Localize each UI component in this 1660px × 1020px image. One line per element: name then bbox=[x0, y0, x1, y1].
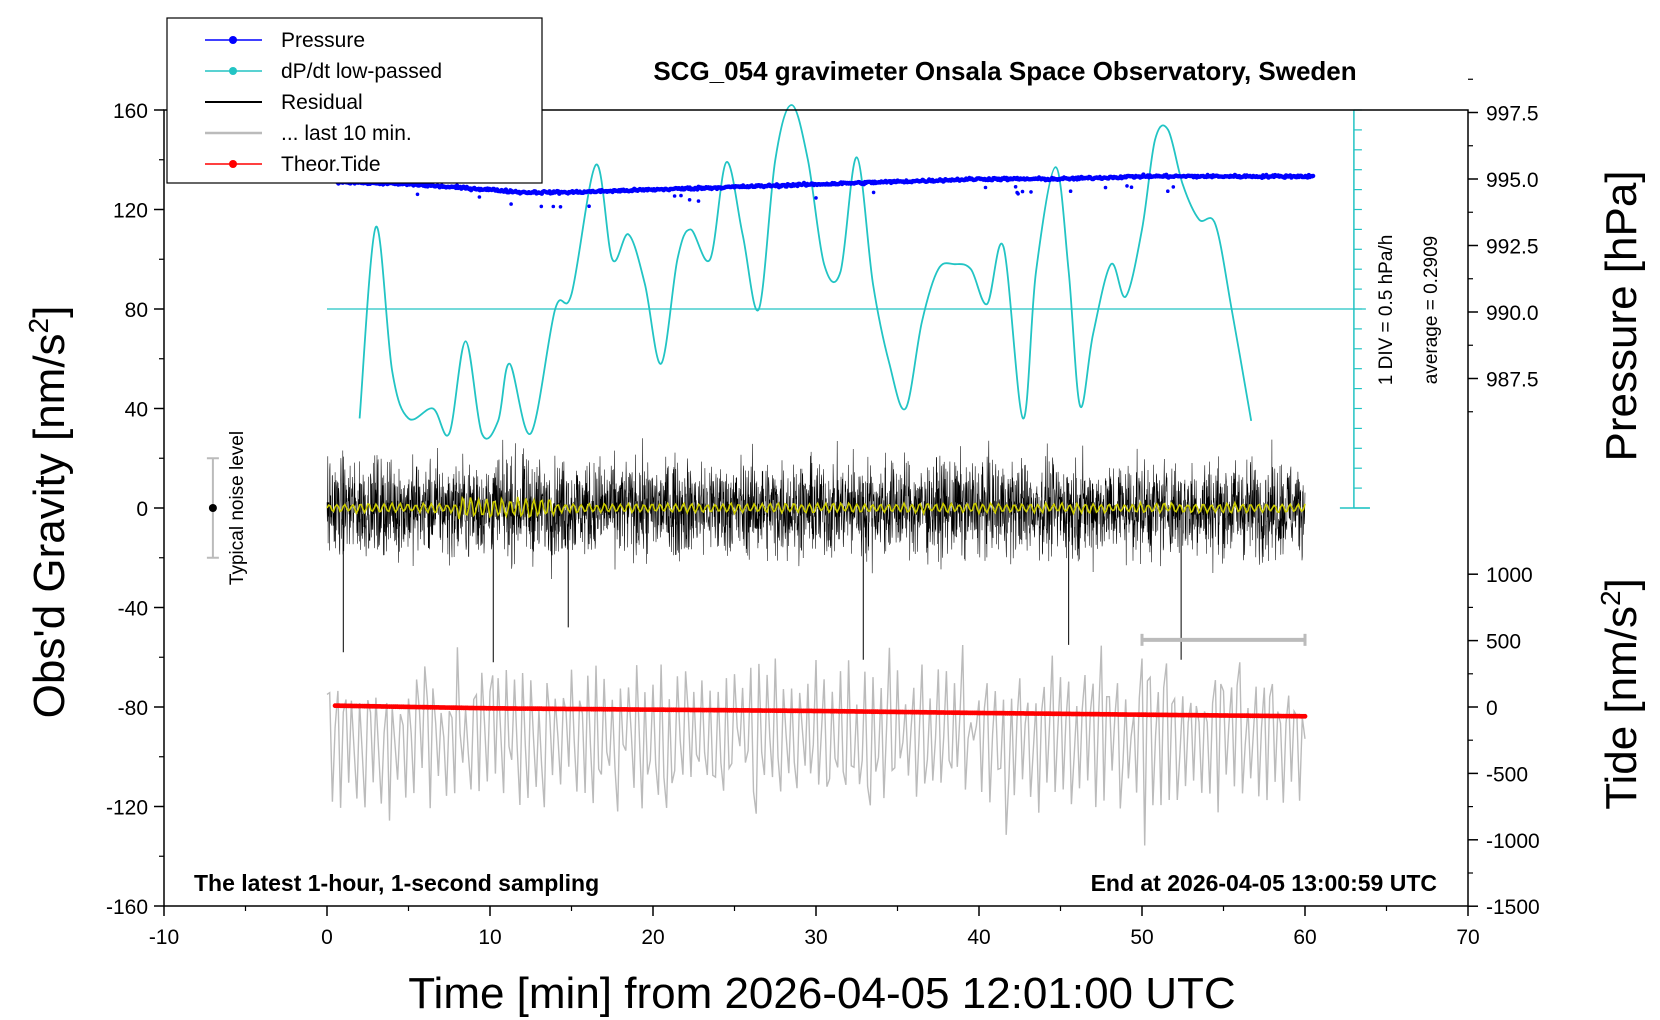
series-residual bbox=[326, 438, 1306, 580]
series-last-10-min bbox=[326, 644, 1306, 846]
pressure-outlier bbox=[1015, 190, 1019, 195]
legend-entry: ... last 10 min. bbox=[281, 122, 412, 145]
x-tick-label: 60 bbox=[1293, 926, 1316, 949]
tide-tick-label: -500 bbox=[1486, 763, 1528, 786]
pressure-outlier bbox=[1068, 189, 1073, 193]
pressure-outlier bbox=[983, 185, 988, 190]
legend-box bbox=[166, 17, 543, 184]
axes-layer: -10 0 10 20 30 40 50 60 70 160 120 80 40 0 -40 -80 -120 -… bbox=[106, 78, 1540, 949]
dpdt-average-label: average = 0.2909 bbox=[1421, 236, 1442, 384]
x-tick-label: 10 bbox=[478, 926, 501, 949]
legend-entry: Pressure bbox=[281, 29, 365, 52]
pressure-outlier bbox=[1166, 189, 1170, 193]
y-axis-label-left: Obs'd Gravity [nm/s2] bbox=[23, 306, 74, 719]
pressure-outlier bbox=[1103, 185, 1108, 190]
y-tick-label: 160 bbox=[113, 100, 148, 123]
dpdt-div-label: 1 DIV = 0.5 hPa/h bbox=[1376, 235, 1397, 386]
y-axis-label-tide: Tide [nm/s2] bbox=[1595, 578, 1646, 810]
series-dpdt bbox=[358, 104, 1253, 440]
pressure-outlier bbox=[1029, 190, 1033, 194]
legend-entry: dP/dt low-passed bbox=[281, 60, 442, 83]
y-tick-label: 80 bbox=[125, 299, 148, 322]
x-tick-label: 70 bbox=[1456, 926, 1479, 949]
tide-point bbox=[1302, 713, 1308, 719]
x-tick-label: 0 bbox=[321, 926, 333, 949]
y-tick-label: 0 bbox=[136, 498, 148, 521]
pressure-outlier bbox=[415, 192, 420, 197]
tide-tick-label: -1500 bbox=[1486, 896, 1540, 919]
y-tick-label: -80 bbox=[118, 697, 148, 720]
y-tick-label: -120 bbox=[106, 797, 148, 820]
series-lowpass-residual bbox=[326, 495, 1306, 520]
footer-left: The latest 1-hour, 1-second sampling bbox=[194, 870, 599, 896]
pressure-outlier bbox=[539, 204, 544, 209]
pressure-tick-label: 995.0 bbox=[1486, 169, 1539, 192]
pressure-outlier bbox=[871, 190, 876, 195]
pressure-tick-label: 987.5 bbox=[1486, 369, 1539, 392]
x-tick-label: 30 bbox=[804, 926, 827, 949]
tide-tick-label: 1000 bbox=[1486, 564, 1533, 587]
legend-marker bbox=[229, 160, 237, 168]
legend-marker bbox=[229, 36, 237, 44]
pressure-point bbox=[1310, 173, 1316, 179]
tide-tick-label: 500 bbox=[1486, 631, 1521, 654]
x-tick-label: 40 bbox=[967, 926, 990, 949]
footer-right: End at 2026-04-05 13:00:59 UTC bbox=[1091, 870, 1437, 896]
pressure-tick-label: 992.5 bbox=[1486, 236, 1539, 259]
pressure-outlier bbox=[1013, 185, 1018, 189]
legend-marker bbox=[229, 67, 237, 75]
legend-entry: Theor.Tide bbox=[281, 153, 381, 176]
x-axis-label: Time [min] from 2026-04-05 12:01:00 UTC bbox=[408, 969, 1235, 1018]
pressure-tick-label: 997.5 bbox=[1486, 103, 1539, 126]
pressure-tick-label: 990.0 bbox=[1486, 302, 1539, 325]
pressure-outlier bbox=[587, 204, 591, 208]
pressure-outlier bbox=[672, 194, 677, 198]
series-theor-tide bbox=[332, 703, 1308, 719]
pressure-outlier bbox=[477, 195, 482, 199]
y-axis-label-pressure: Pressure [hPa] bbox=[1597, 170, 1646, 461]
y-tick-label: 120 bbox=[113, 200, 148, 223]
pressure-outlier bbox=[1129, 185, 1134, 189]
pressure-outlier bbox=[1125, 184, 1129, 188]
chart-title: SCG_054 gravimeter Onsala Space Observat… bbox=[653, 56, 1356, 86]
pressure-outlier bbox=[1171, 185, 1176, 189]
legend-entry: Residual bbox=[281, 91, 363, 114]
pressure-outlier bbox=[558, 205, 563, 209]
pressure-outlier bbox=[551, 204, 556, 209]
legend: Pressure dP/dt low-passed Residual ... last… bbox=[166, 17, 543, 184]
pressure-outlier bbox=[696, 199, 701, 203]
x-tick-label: 20 bbox=[641, 926, 664, 949]
tide-tick-label: -1000 bbox=[1486, 830, 1540, 853]
noise-level-label: Typical noise level bbox=[227, 431, 248, 585]
tide-tick-label: 0 bbox=[1486, 697, 1498, 720]
pressure-outlier bbox=[509, 202, 513, 206]
x-tick-label: -10 bbox=[149, 926, 179, 949]
series-pressure bbox=[332, 172, 1316, 209]
noise-bar-center bbox=[208, 504, 217, 512]
x-tick-label: 50 bbox=[1130, 926, 1153, 949]
y-tick-label: -160 bbox=[106, 896, 148, 919]
pressure-outlier bbox=[1020, 189, 1025, 194]
pressure-outlier bbox=[687, 198, 692, 202]
pressure-outlier bbox=[814, 196, 818, 200]
series-layer bbox=[206, 104, 1370, 846]
y-tick-label: 40 bbox=[125, 399, 148, 422]
y-tick-label: -40 bbox=[118, 598, 148, 621]
pressure-outlier bbox=[679, 193, 683, 198]
